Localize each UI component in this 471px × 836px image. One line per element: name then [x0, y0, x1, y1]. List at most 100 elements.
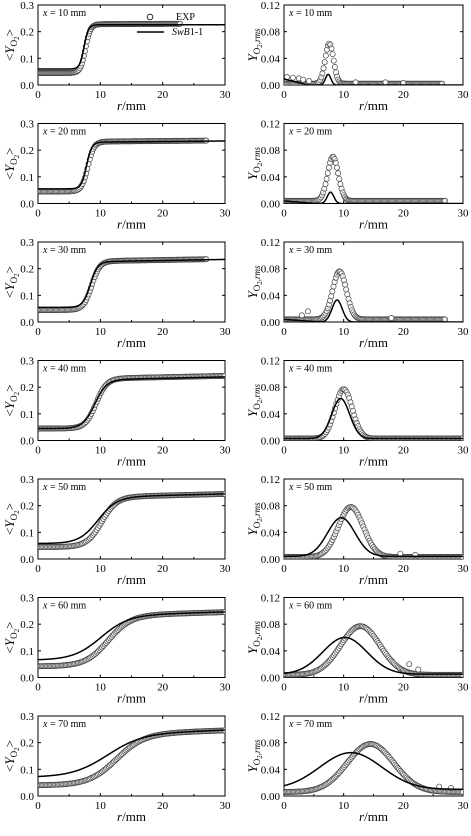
position-label: x = 40 mm: [42, 364, 86, 375]
position-label: x = 10 mm: [42, 8, 86, 19]
y-tick-label: 0.1: [20, 172, 34, 184]
exp-series: [284, 504, 463, 559]
x-tick-label: 0: [35, 563, 41, 575]
y-tick-label: 0.1: [20, 527, 34, 539]
x-tick-label: 20: [157, 208, 169, 220]
y-tick-label: 0.0: [20, 791, 34, 803]
y-tick-label: 0.0: [20, 80, 34, 92]
x-tick-label: 10: [95, 563, 107, 575]
exp-point: [322, 52, 329, 59]
exp-point: [331, 64, 338, 70]
exp-series: [38, 491, 225, 550]
exp-point: [335, 170, 342, 177]
exp-point: [343, 286, 350, 293]
exp-series: [284, 40, 446, 85]
x-axis-label: r/mm: [117, 98, 146, 113]
exp-point: [324, 170, 331, 177]
model-curve: [284, 516, 463, 558]
x-tick-label: 0: [35, 682, 41, 694]
y-tick-label: 0.04: [261, 764, 281, 776]
x-tick-label: 30: [458, 800, 470, 812]
y-tick-label: 0.00: [261, 554, 281, 566]
x-tick-label: 10: [338, 89, 350, 101]
y-tick-label: 0.08: [261, 382, 281, 394]
y-tick-label: 0.2: [20, 738, 34, 750]
y-tick-label: 0.00: [261, 436, 281, 448]
y-tick-label: 0.3: [20, 474, 34, 486]
y-tick-label: 0.04: [261, 646, 281, 658]
y-axis-label: <YO2>: [2, 266, 21, 298]
x-tick-label: 20: [398, 208, 410, 220]
y-axis-label: YO2,rms: [245, 147, 264, 180]
y-tick-label: 0.2: [20, 264, 34, 276]
x-tick-label: 30: [458, 445, 470, 457]
x-axis-label: r/mm: [359, 98, 388, 113]
legend-model-label: SwB1-1: [172, 27, 203, 38]
legend: EXP SwB1-1: [137, 12, 203, 38]
exp-point: [321, 59, 328, 66]
x-tick-label: 10: [95, 445, 107, 457]
x-tick-label: 30: [458, 563, 470, 575]
x-tick-label: 20: [157, 326, 169, 338]
model-curve: [38, 140, 225, 190]
panel-1: 0 10 20 30 0.0 0.1 0.2 0.3 r/mm <YO2> x = 10 mm EXP…: [2, 0, 231, 113]
model-curve: [284, 636, 463, 675]
x-tick-label: 0: [35, 800, 41, 812]
exp-point: [320, 65, 327, 72]
panel-10: 0 10 20 30 0.00 0.04 0.08 0.12 r/mm YO2,rms x = 50…: [245, 474, 469, 587]
x-tick-label: 10: [338, 326, 350, 338]
model-curve: [38, 493, 225, 545]
y-tick-label: 0.2: [20, 501, 34, 513]
x-tick-label: 20: [157, 682, 169, 694]
y-tick-label: 0.0: [20, 199, 34, 211]
exp-point: [334, 164, 340, 171]
y-tick-label: 0.1: [20, 290, 34, 302]
exp-point: [415, 666, 422, 673]
panel-2: 0 10 20 30 0.00 0.04 0.08 0.12 r/mm YO2,rms x = 10…: [245, 0, 469, 113]
exp-point: [406, 661, 413, 668]
x-axis-label: r/mm: [359, 217, 388, 232]
position-label: x = 60 mm: [42, 601, 86, 612]
x-tick-label: 0: [281, 563, 287, 575]
x-tick-label: 30: [220, 800, 232, 812]
y-tick-label: 0.2: [20, 619, 34, 631]
exp-point: [329, 288, 336, 295]
y-axis-label: YO2,rms: [245, 621, 264, 654]
legend-exp-marker: [146, 13, 154, 21]
exp-series: [38, 609, 225, 670]
exp-point: [439, 80, 446, 85]
exp-series: [38, 256, 210, 313]
x-tick-label: 10: [95, 682, 107, 694]
exp-point: [290, 74, 296, 81]
y-tick-label: 0.12: [261, 356, 280, 368]
exp-series: [38, 137, 210, 195]
x-axis-label: r/mm: [117, 572, 146, 587]
x-tick-label: 20: [398, 445, 410, 457]
exp-point: [442, 316, 449, 322]
x-tick-label: 20: [398, 89, 410, 101]
panel-6: 0 10 20 30 0.00 0.04 0.08 0.12 r/mm YO2,rms x = 30…: [245, 237, 469, 350]
exp-point: [322, 181, 329, 188]
position-label: x = 10 mm: [288, 8, 332, 19]
y-tick-label: 0.1: [20, 53, 34, 65]
exp-series: [38, 20, 184, 76]
y-tick-label: 0.0: [20, 317, 34, 329]
panel-4: 0 10 20 30 0.00 0.04 0.08 0.12 r/mm YO2,rms x = 20…: [245, 119, 469, 232]
y-tick-label: 0.2: [20, 382, 34, 394]
y-tick-label: 0.04: [261, 409, 281, 421]
position-label: x = 50 mm: [288, 482, 332, 493]
model-curve: [284, 299, 463, 322]
x-axis-label: r/mm: [117, 335, 146, 350]
position-label: x = 70 mm: [42, 719, 86, 730]
y-tick-label: 0.3: [20, 593, 34, 605]
panel-7: 0 10 20 30 0.0 0.1 0.2 0.3 r/mm <YO2> x = 40 mm: [2, 356, 231, 469]
exp-point: [328, 45, 335, 52]
legend-exp-label: EXP: [176, 12, 195, 23]
y-tick-label: 0.04: [261, 172, 281, 184]
x-tick-label: 30: [220, 682, 232, 694]
x-axis-label: r/mm: [359, 691, 388, 706]
model-curve: [38, 23, 225, 70]
x-tick-label: 0: [35, 208, 41, 220]
y-axis-label: YO2,rms: [245, 384, 264, 417]
